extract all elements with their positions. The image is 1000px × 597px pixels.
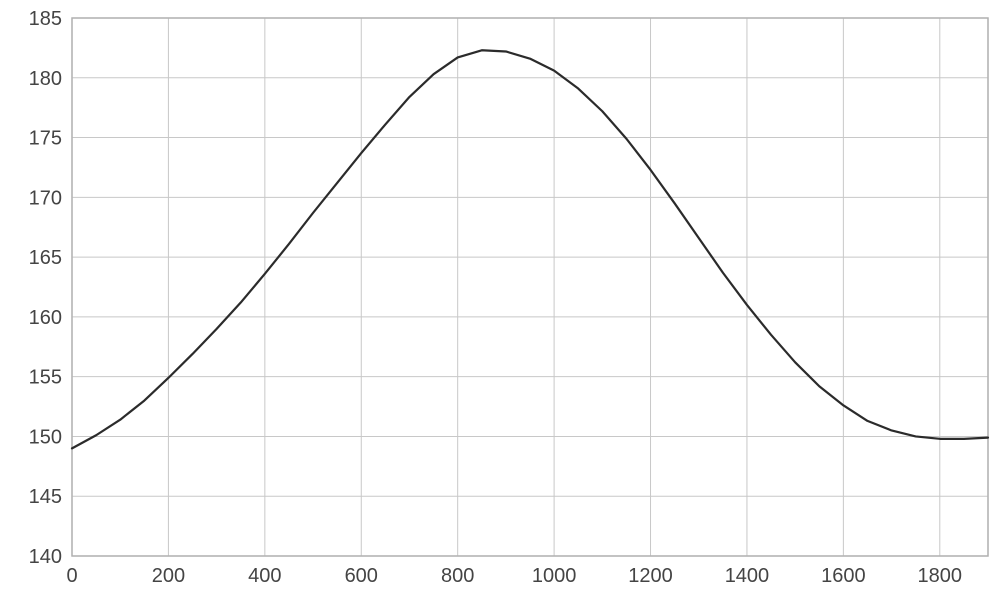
x-tick-label: 1400 [725, 565, 770, 587]
x-tick-label: 1200 [628, 565, 673, 587]
y-tick-label: 180 [29, 68, 62, 90]
y-tick-label: 160 [29, 307, 62, 329]
y-tick-label: 175 [29, 128, 62, 150]
line-chart: 0 200 400 600 800 1000 1200 1400 1600 1800 140 145 1… [0, 0, 1000, 597]
x-tick-label: 400 [248, 565, 281, 587]
y-tick-label: 185 [29, 8, 62, 30]
x-tick-label: 1600 [821, 565, 866, 587]
y-tick-label: 155 [29, 367, 62, 389]
y-tick-label: 145 [29, 486, 62, 508]
plot-area [72, 18, 988, 556]
chart-container: 0 200 400 600 800 1000 1200 1400 1600 1800 140 145 1… [0, 0, 1000, 597]
x-tick-label: 0 [66, 565, 77, 587]
x-tick-label: 1800 [918, 565, 963, 587]
y-tick-label: 170 [29, 187, 62, 209]
x-tick-label: 600 [345, 565, 378, 587]
x-tick-label: 1000 [532, 565, 577, 587]
x-tick-label: 200 [152, 565, 185, 587]
y-tick-label: 165 [29, 247, 62, 269]
x-tick-label: 800 [441, 565, 474, 587]
y-tick-label: 140 [29, 546, 62, 568]
y-tick-label: 150 [29, 426, 62, 448]
